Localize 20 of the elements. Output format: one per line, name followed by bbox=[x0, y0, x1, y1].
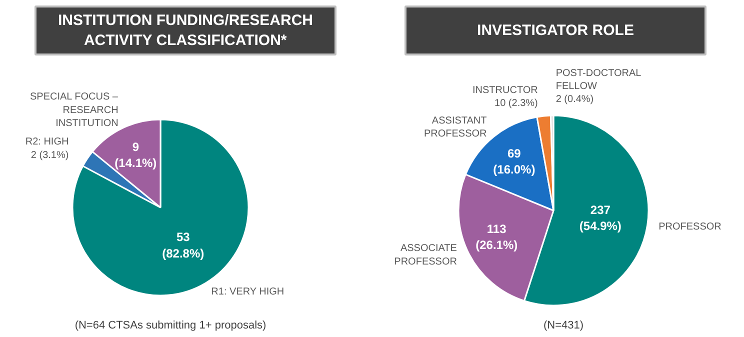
slice-label: PROFESSOR bbox=[658, 222, 722, 233]
text: (N=431) bbox=[543, 320, 584, 332]
slice-label: SPECIAL FOCUS – RESEARCH INSTITUTION bbox=[30, 92, 118, 130]
data-label: 237 (54.9%) bbox=[579, 202, 622, 233]
slice-label: POST-DOCTORAL FELLOW bbox=[556, 68, 642, 92]
data-label: 9 (14.1%) bbox=[114, 140, 157, 170]
chart-title: INVESTIGATOR ROLE bbox=[477, 22, 634, 39]
slice-label: R2: HIGH bbox=[25, 136, 69, 148]
data-label: 2 (3.1%) bbox=[30, 150, 69, 161]
data-label: 113 (26.1%) bbox=[476, 222, 518, 252]
slice-label: R1: VERY HIGH bbox=[211, 286, 284, 298]
chart-title: INSTITUTION FUNDING/RESEARCH ACTIVITY CLASSIFICATION* bbox=[58, 12, 313, 50]
slice-label: INSTRUCTOR bbox=[472, 84, 538, 96]
text: (N=64 CTSAs submitting 1+ proposals) bbox=[74, 320, 266, 332]
data-label: 10 (2.3%) bbox=[494, 98, 538, 110]
slice-label: ASSISTANT PROFESSOR bbox=[424, 116, 487, 140]
data-label: 2 (0.4%) bbox=[556, 94, 594, 106]
slice-label: ASSOCIATE PROFESSOR bbox=[394, 243, 458, 268]
data-label: 69 (16.0%) bbox=[493, 146, 536, 177]
data-label: 53 (82.8%) bbox=[162, 230, 204, 260]
